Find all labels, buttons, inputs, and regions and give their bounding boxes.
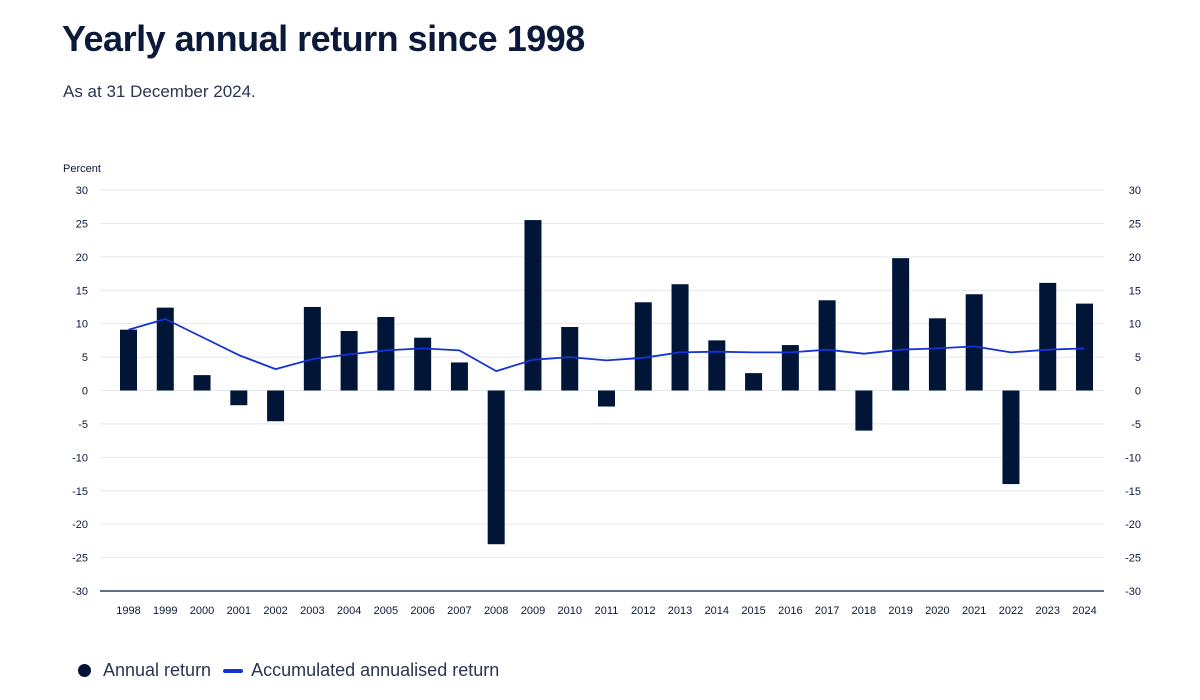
y-tick-label-left: -25 [72,553,88,565]
page-title: Yearly annual return since 1998 [62,18,585,59]
x-tick-label: 2021 [962,605,986,617]
y-tick-label-right: 0 [1135,386,1141,398]
bar-annual-return [818,300,836,391]
y-tick-label-right: -15 [1125,486,1141,498]
legend-label-annual-return: Annual return [103,660,212,680]
x-tick-label: 2010 [557,605,581,617]
legend-item-accumulated-return[interactable]: Accumulated annualised return [223,660,499,681]
y-tick-label-left: 20 [76,252,88,264]
x-tick-label: 2008 [484,605,508,617]
x-tick-label: 2020 [925,605,949,617]
y-tick-label-left: 0 [82,386,88,398]
x-tick-label: 2023 [1035,605,1059,617]
y-tick-label-right: -25 [1125,553,1141,565]
bar-annual-return [120,329,137,391]
y-tick-label-left: 30 [76,185,88,197]
bar-annual-return [303,306,321,391]
x-tick-label: 2011 [595,605,619,617]
y-tick-label-right: -30 [1125,586,1141,598]
legend-label-accumulated-return: Accumulated annualised return [251,660,500,680]
x-tick-label: 2014 [705,605,729,617]
chart-legend: Annual return Accumulated annualised ret… [78,660,511,681]
y-tick-label-left: -20 [72,519,88,531]
bar-annual-return [1076,303,1093,391]
x-tick-label: 2013 [668,605,692,617]
y-tick-label-left: 5 [82,352,88,364]
y-tick-label-right: 25 [1129,218,1141,230]
bar-annual-return [928,318,946,391]
x-tick-label: 2001 [227,605,251,617]
bar-annual-return [634,302,652,391]
x-tick-label: 2003 [300,605,324,617]
bar-annual-return [745,373,763,391]
bar-annual-return [340,331,358,391]
y-tick-label-right: 30 [1129,185,1141,197]
bar-annual-return [230,390,248,406]
bar-annual-return [193,375,211,391]
bar-annual-return [561,327,579,391]
x-tick-label: 2019 [888,605,912,617]
bar-annual-return [377,316,395,391]
x-tick-label: 2016 [778,605,802,617]
x-tick-label: 2022 [999,605,1023,617]
bar-annual-return [267,390,285,422]
bar-annual-return [524,220,542,391]
bar-annual-return [671,284,689,391]
bar-annual-return [156,307,174,391]
line-accumulated-return [128,318,1085,373]
bar-annual-return [450,362,468,391]
bar-annual-return [892,258,910,391]
bar-annual-return [855,390,873,431]
y-tick-label-left: -5 [78,419,88,431]
x-tick-label: 2002 [263,605,287,617]
x-tick-label: 2000 [190,605,214,617]
page-subtitle: As at 31 December 2024. [63,82,256,101]
bar-annual-return [414,337,432,391]
y-tick-label-right: 15 [1129,285,1141,297]
y-tick-label-right: -10 [1125,452,1141,464]
x-tick-label: 2012 [631,605,655,617]
legend-dot-icon [78,664,91,677]
bar-annual-return [487,390,505,545]
y-tick-label-left: 15 [76,285,88,297]
y-tick-label-right: -5 [1131,419,1141,431]
bar-annual-return [965,294,983,391]
y-tick-label-right: 5 [1135,352,1141,364]
x-tick-label: 2024 [1072,605,1096,617]
x-tick-label: 2005 [374,605,398,617]
legend-line-icon [223,668,244,673]
x-tick-label: 1999 [153,605,177,617]
y-tick-label-right: 20 [1129,252,1141,264]
legend-item-annual-return[interactable]: Annual return [78,660,211,681]
x-tick-label: 2018 [852,605,876,617]
y-tick-label-left: 10 [76,319,88,331]
y-axis-label: Percent [63,163,101,175]
bar-annual-return [1039,282,1057,391]
y-tick-label-left: 25 [76,218,88,230]
x-tick-label: 2004 [337,605,361,617]
x-tick-label: 2015 [741,605,765,617]
bar-annual-return [708,340,726,391]
x-tick-label: 2009 [521,605,545,617]
y-tick-label-right: 10 [1129,319,1141,331]
x-tick-label: 2006 [410,605,434,617]
y-tick-label-right: -20 [1125,519,1141,531]
y-tick-label-left: -15 [72,486,88,498]
bar-annual-return [598,390,615,407]
y-tick-label-left: -10 [72,452,88,464]
x-tick-label: 1998 [116,605,140,617]
bar-annual-return [781,345,799,391]
x-tick-label: 2017 [815,605,839,617]
x-tick-label: 2007 [447,605,471,617]
y-tick-label-left: -30 [72,586,88,598]
bar-annual-return [1002,390,1020,485]
